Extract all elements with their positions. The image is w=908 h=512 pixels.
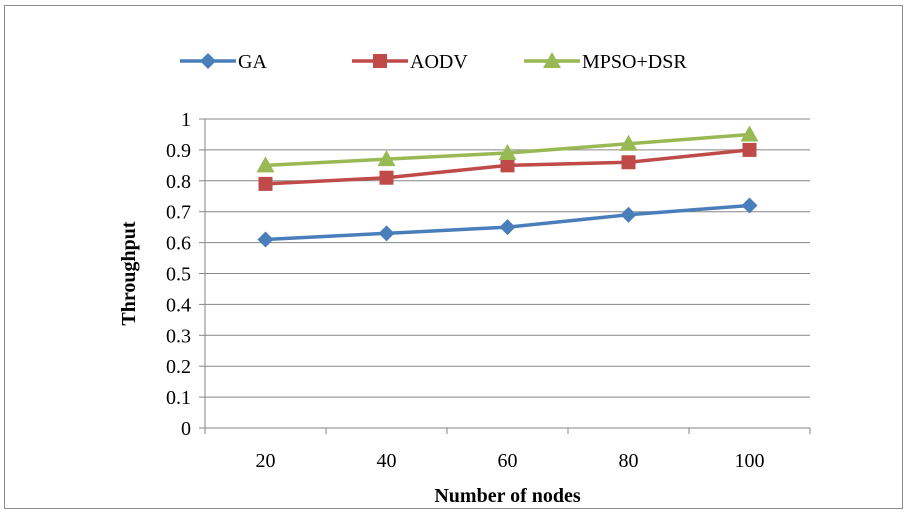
y-tick-label: 0.9 [166,140,191,162]
data-point-ga [257,231,274,248]
x-tick-label: 80 [619,450,639,472]
axes: 0 0.1 0.2 0.3 0.4 0.5 0.6 0.7 0.8 0.9 1 20 40 60 80 100 [166,109,811,472]
y-tick-label: 0.1 [166,387,191,409]
y-tick-label: 1 [181,109,191,131]
data-point-aodv [621,155,636,170]
data-point-ga [378,225,395,242]
legend-marker-mpso-dsr [543,52,561,68]
y-tick-label: 0.7 [166,202,191,224]
x-tick-label: 40 [377,450,397,472]
legend-marker-aodv [373,54,387,68]
data-point-ga [499,219,516,236]
data-point-mpso-dsr [256,156,275,173]
y-tick-label: 0.5 [166,264,191,286]
y-axis-title: Throughput [118,221,140,325]
legend-marker-ga [200,53,216,69]
data-point-aodv [379,170,394,185]
y-tick-label: 0.3 [166,325,191,347]
data-point-aodv [258,176,273,191]
data-point-ga [620,206,637,223]
data-point-aodv [742,142,757,157]
legend-label-ga: GA [238,51,267,73]
y-tick-label: 0.8 [166,171,191,193]
y-tick-label: 0.4 [166,294,191,316]
x-tick-label: 60 [498,450,518,472]
y-tick-label: 0.6 [166,233,191,255]
data-point-aodv [500,158,515,173]
y-tick-label: 0.2 [166,356,191,378]
legend-label-mpso-dsr: MPSO+DSR [582,51,687,73]
data-point-ga [741,197,758,214]
data-point-mpso-dsr [377,150,396,167]
y-tick-label: 0 [181,418,191,440]
legend: GA AODV MPSO+DSR [180,51,687,73]
data-point-mpso-dsr [498,143,517,160]
data-point-mpso-dsr [740,125,759,142]
x-axis-title: Number of nodes [434,485,581,507]
legend-label-aodv: AODV [410,51,468,73]
x-tick-label: 20 [256,450,276,472]
chart-frame [4,5,903,509]
series-lines [256,125,759,248]
x-tick-label: 100 [735,450,765,472]
data-point-mpso-dsr [619,134,638,151]
